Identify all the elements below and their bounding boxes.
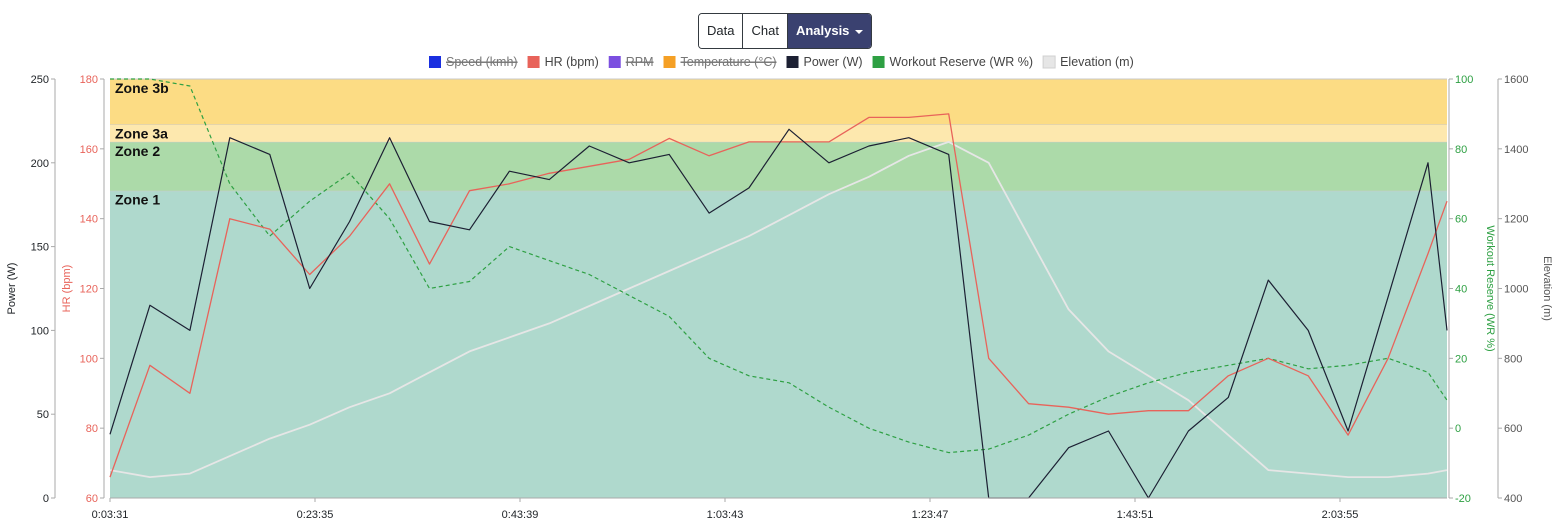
series-line-power	[109, 128, 1448, 499]
legend-item[interactable]: HR (bpm)	[527, 55, 599, 69]
x-tick-label: 0:43:39	[502, 509, 539, 521]
x-tick-label: 2:03:55	[1322, 509, 1359, 521]
legend-label: Workout Reserve (WR %)	[890, 55, 1034, 69]
zone-label: Zone 3b	[115, 80, 169, 96]
wr-tick-label: -20	[1455, 493, 1471, 505]
legend-swatch	[1042, 55, 1056, 69]
elevation-tick-label: 1000	[1504, 284, 1528, 296]
wr-tick-label: 20	[1455, 353, 1467, 365]
legend[interactable]: Speed (kmh) HR (bpm) RPM Temperature (°C) Po…	[429, 55, 1134, 69]
hr-tick-label: 60	[86, 493, 98, 505]
legend-label: HR (bpm)	[545, 55, 599, 69]
elevation-tick-label: 1200	[1504, 214, 1528, 226]
x-tick-label: 0:23:35	[297, 509, 334, 521]
power-tick-label: 0	[43, 493, 49, 505]
elevation-tick-label: 600	[1504, 423, 1522, 435]
hr-tick-label: 80	[86, 423, 98, 435]
zone-band	[110, 190, 1447, 498]
power-axis-label: Power (W)	[6, 263, 18, 315]
zone-band	[110, 124, 1447, 142]
zone-band	[110, 79, 1447, 125]
elevation-axis-label: Elevation (m)	[1541, 256, 1553, 321]
hr-axis-label: HR (bpm)	[61, 265, 73, 313]
x-tick-label: 1:03:43	[707, 509, 744, 521]
power-tick-label: 50	[37, 409, 49, 421]
zone-label: Zone 3a	[115, 125, 168, 141]
legend-item[interactable]: Speed (kmh)	[429, 55, 518, 69]
legend-swatch	[429, 56, 441, 68]
legend-swatch	[527, 56, 540, 68]
series-layer	[109, 78, 1448, 499]
analysis-dropdown-button[interactable]: Analysis	[787, 14, 872, 48]
hr-tick-label: 120	[80, 284, 98, 296]
power-tick-label: 200	[31, 158, 49, 170]
hr-tick-label: 180	[80, 74, 98, 86]
power-tick-label: 100	[31, 325, 49, 337]
series-line-elevation	[109, 140, 1448, 479]
legend-label: Power (W)	[804, 55, 863, 69]
chat-tab-button[interactable]: Chat	[743, 14, 788, 48]
legend-swatch	[608, 56, 621, 68]
elevation-tick-label: 1400	[1504, 144, 1528, 156]
analysis-label: Analysis	[795, 23, 850, 38]
zone-band	[110, 141, 1447, 191]
wr-axis-label: Workout Reserve (WR %)	[1484, 225, 1496, 351]
hr-tick-label: 160	[80, 144, 98, 156]
legend-swatch	[663, 56, 676, 68]
legend-label: Elevation (m)	[1060, 55, 1134, 69]
wr-tick-label: 40	[1455, 284, 1467, 296]
series-line-wr	[110, 78, 1448, 454]
zone-label: Zone 1	[115, 192, 160, 208]
x-tick-label: 1:23:47	[912, 509, 949, 521]
legend-item[interactable]: Power (W)	[786, 55, 863, 69]
hr-tick-label: 100	[80, 353, 98, 365]
hr-tick-label: 140	[80, 214, 98, 226]
power-tick-label: 150	[31, 242, 49, 254]
zones-layer: Zone 1 Zone 2 Zone 3a Zone 3b	[110, 78, 1447, 498]
legend-swatch	[786, 56, 799, 68]
series-line-hr	[109, 113, 1448, 478]
legend-item[interactable]: Elevation (m)	[1042, 55, 1134, 69]
x-tick-label: 0:03:31	[92, 509, 129, 521]
elevation-tick-label: 800	[1504, 353, 1522, 365]
legend-swatch	[872, 56, 885, 68]
wr-tick-label: 100	[1455, 74, 1473, 86]
legend-item[interactable]: Temperature (°C)	[663, 55, 777, 69]
wr-tick-label: 80	[1455, 144, 1467, 156]
elevation-tick-label: 400	[1504, 493, 1522, 505]
view-toggle-group: Data Chat Analysis	[698, 13, 873, 49]
wr-tick-label: 0	[1455, 423, 1461, 435]
legend-item[interactable]: Workout Reserve (WR %)	[872, 55, 1034, 69]
caret-down-icon	[855, 29, 864, 34]
wr-tick-label: 60	[1455, 214, 1467, 226]
power-tick-label: 250	[31, 74, 49, 86]
data-tab-button[interactable]: Data	[699, 14, 744, 48]
zone-label: Zone 2	[115, 143, 160, 159]
legend-item[interactable]: RPM	[608, 55, 654, 69]
elevation-tick-label: 1600	[1504, 74, 1528, 86]
x-tick-label: 1:43:51	[1117, 509, 1154, 521]
